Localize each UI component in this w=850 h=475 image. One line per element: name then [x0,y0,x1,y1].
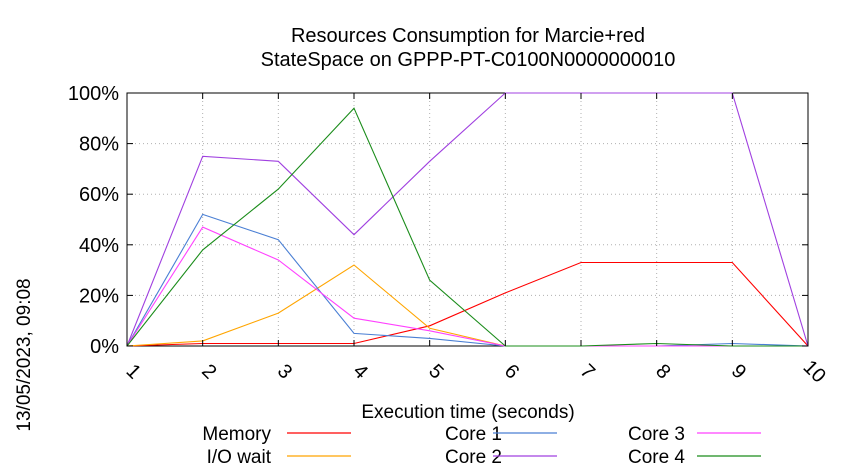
x-tick-label: 8 [651,360,674,383]
series-line-core-3 [126,226,808,347]
series-line-core-2 [126,92,809,347]
chart-title-line-2: StateSpace on GPPP-PT-C0100N0000000010 [261,49,676,71]
legend-label-core-2: Core 2 [445,447,502,468]
series-line-memory [126,261,809,347]
y-axis-ticks: 0% 20% 40% 60% 80% 100% [68,83,808,358]
legend-label-core-3: Core 3 [628,424,685,445]
y-tick-label: 80% [79,134,119,156]
series-line-core-1 [126,213,809,347]
x-tick-label: 1 [122,360,145,383]
x-tick-label: 7 [576,360,599,383]
x-axis-label: Execution time (seconds) [361,402,574,423]
x-tick-label: 9 [727,360,750,383]
y-tick-label: 20% [79,285,119,307]
legend-label-core-4: Core 4 [628,447,685,468]
chart-grid [127,93,808,346]
x-tick-label: 4 [349,360,372,383]
legend-label-core-1: Core 1 [445,424,502,445]
x-tick-label: 10 [799,356,830,387]
x-tick-label: 2 [197,360,220,383]
chart-title-line-1: Resources Consumption for Marcie+red [291,25,645,47]
y-tick-label: 100% [68,83,119,105]
plot-frame [126,92,809,347]
y-tick-label: 60% [79,184,119,206]
y-tick-label: 40% [79,235,119,257]
series-line-core-4 [126,107,808,347]
legend-label-memory: Memory [202,424,271,445]
x-tick-label: 6 [500,360,523,383]
timestamp-label: 13/05/2023, 09:08 [14,278,35,431]
series-lines [126,92,809,347]
y-tick-label: 0% [90,336,119,358]
legend-label-i-o-wait: I/O wait [207,447,272,468]
x-tick-label: 5 [424,360,447,383]
x-tick-label: 3 [273,360,296,383]
series-line-i-o-wait [126,264,808,347]
